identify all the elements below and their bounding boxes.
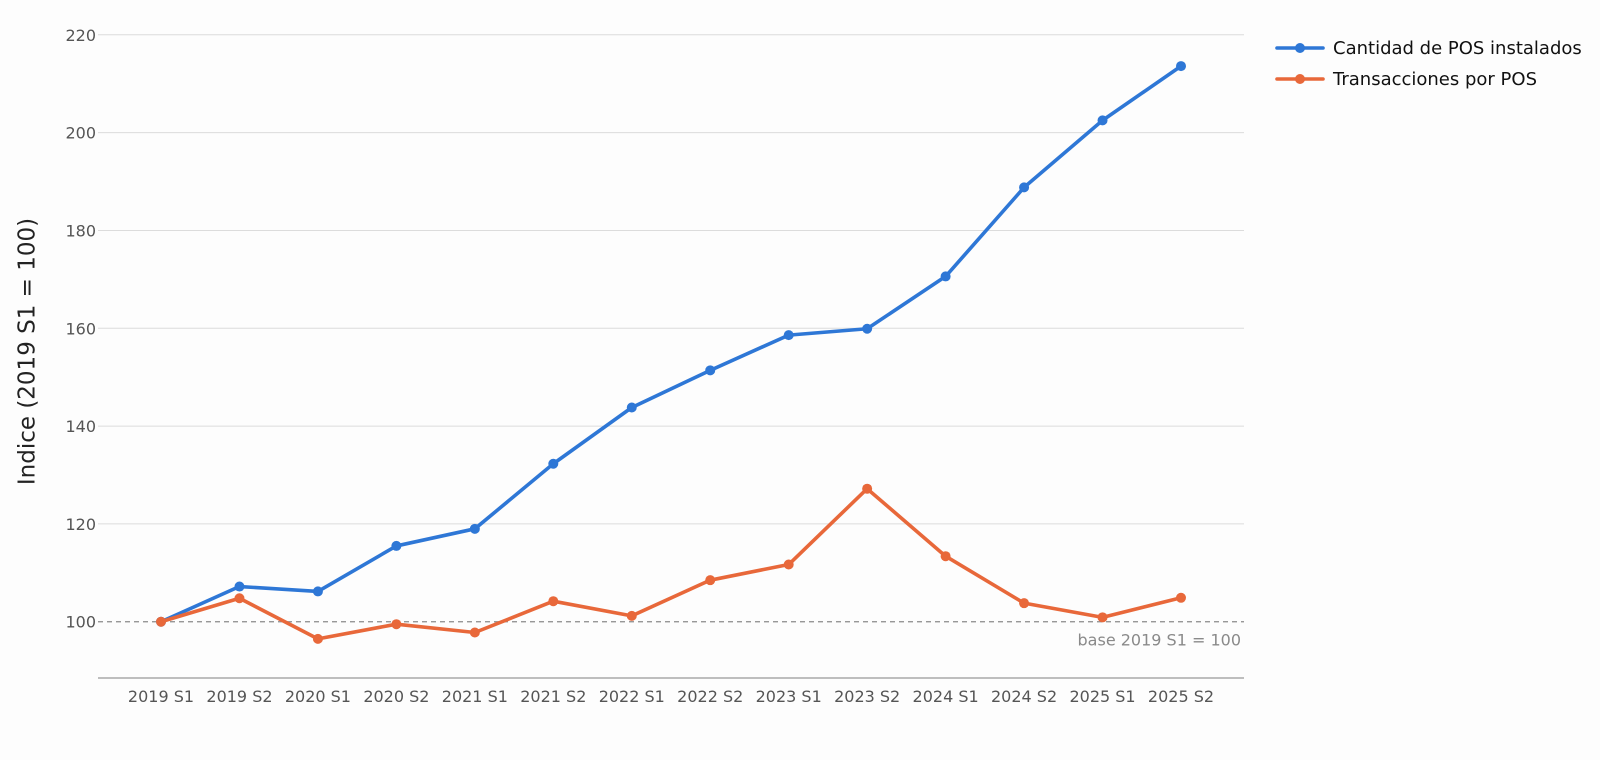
x-tick-label: 2019 S2 [206,687,272,706]
data-point [862,483,873,494]
gridlines [98,34,1244,525]
data-point [312,586,323,597]
x-tick-label: 2020 S1 [285,687,351,706]
data-point [156,616,166,627]
y-tick-label: 120 [65,515,96,534]
legend: Cantidad de POS instalados Transacciones … [1275,38,1582,90]
data-point [234,581,245,592]
series-line [159,486,1183,641]
legend-label: Transacciones por POS [1332,69,1537,90]
data-point [1019,182,1030,193]
x-tick-label: 2019 S1 [128,687,194,706]
data-point [548,458,559,469]
data-point [391,619,402,630]
data-point [940,551,951,562]
data-point [548,596,559,607]
legend-swatch-marker [1295,43,1305,53]
x-axis-ticks: 2019 S1 2019 S2 2020 S1 2020 S2 2021 S1 2021 … [128,687,1214,706]
reference-line-label: base 2019 S1 = 100 [1078,631,1241,650]
x-tick-label: 2022 S2 [677,687,743,706]
data-point [705,575,716,586]
data-point [1097,612,1108,623]
x-tick-label: 2022 S1 [599,687,665,706]
data-point [391,540,402,551]
legend-item: Transacciones por POS [1275,69,1537,90]
x-tick-label: 2024 S1 [913,687,979,706]
series-line [159,64,1183,624]
data-point [862,323,873,334]
y-tick-label: 140 [65,417,96,436]
series-2 [156,483,1186,644]
data-point [705,365,716,376]
legend-item: Cantidad de POS instalados [1275,38,1582,59]
x-tick-label: 2024 S2 [991,687,1057,706]
data-point [1097,115,1108,126]
x-tick-label: 2023 S1 [756,687,822,706]
x-tick-label: 2021 S2 [520,687,586,706]
x-tick-label: 2020 S2 [363,687,429,706]
data-point [1019,598,1030,609]
x-tick-label: 2023 S2 [834,687,900,706]
y-axis-ticks: 100 120 140 160 180 200 220 [65,26,96,632]
data-point [626,610,637,621]
y-tick-label: 160 [65,319,96,338]
data-point [312,633,323,644]
y-tick-label: 200 [65,124,96,143]
series-1 [156,61,1186,627]
data-point [783,330,794,341]
data-point [234,593,245,604]
y-tick-label: 100 [65,613,96,632]
data-point [626,402,637,413]
y-axis-title: Indice (2019 S1 = 100) [15,218,41,485]
x-tick-label: 2025 S2 [1148,687,1214,706]
data-point [1176,592,1186,603]
x-tick-label: 2025 S1 [1069,687,1135,706]
data-point [940,271,951,282]
legend-swatch-marker [1295,74,1305,84]
y-tick-label: 220 [65,26,96,45]
data-point [783,559,794,570]
legend-label: Cantidad de POS instalados [1333,38,1582,59]
data-point [469,523,480,534]
reference-line-group: base 2019 S1 = 100 [98,621,1244,650]
data-point [469,627,480,638]
y-tick-label: 180 [65,221,96,240]
x-tick-label: 2021 S1 [442,687,508,706]
series-layer [156,61,1186,644]
data-point [1176,61,1186,72]
